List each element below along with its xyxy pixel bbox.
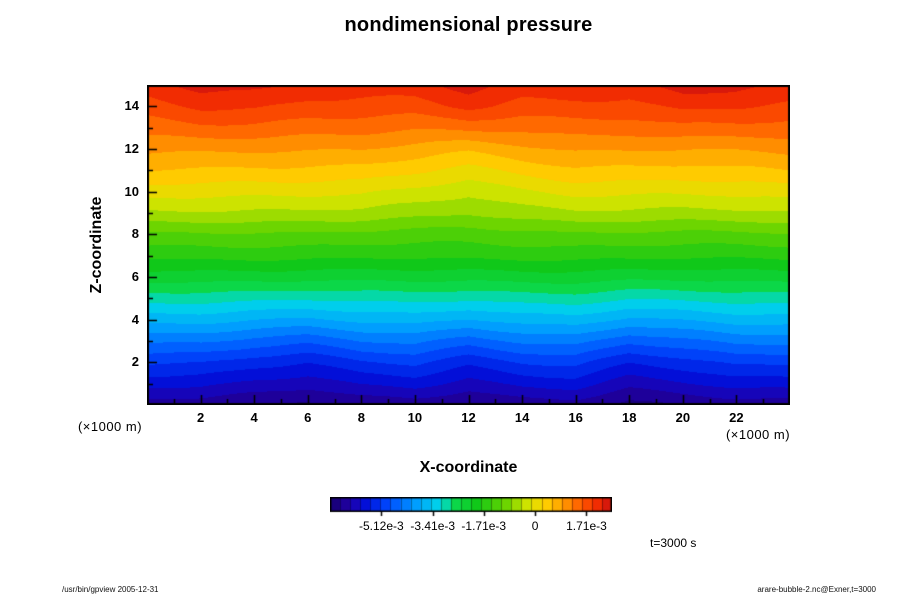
colorbar-tick-label: -5.12e-3 <box>358 519 404 533</box>
y-tick-label: 6 <box>131 269 139 284</box>
x-tick-label: 16 <box>568 410 583 425</box>
y-tick-label: 14 <box>124 98 139 114</box>
colorbar-tick-label: -1.71e-3 <box>461 519 507 533</box>
y-tick-label: 2 <box>131 354 139 370</box>
x-axis-label: X-coordinate <box>419 459 518 476</box>
colorbar-tick-label: -3.41e-3 <box>410 519 456 533</box>
x-tick-label: 20 <box>675 410 691 425</box>
x-tick-label: 12 <box>461 410 476 425</box>
plot-title: nondimensional pressure <box>344 14 593 36</box>
y-tick-label: 10 <box>124 183 139 199</box>
x-tick-label: 6 <box>304 410 312 425</box>
footer-source: arare-bubble-2.nc@Exner,t=3000 <box>757 585 876 594</box>
footer-command: /usr/bin/gpview 2005-12-31 <box>62 585 159 594</box>
y-tick-label: 12 <box>124 141 139 156</box>
colorbar-tick-label: 0 <box>531 519 539 533</box>
colorbar-tick-label: 1.71e-3 <box>566 519 607 533</box>
x-tick-label: 4 <box>250 410 258 425</box>
x-tick-label: 2 <box>196 410 205 425</box>
x-tick-label: 10 <box>407 410 423 425</box>
time-annotation: t=3000 s <box>650 536 697 550</box>
contour-plot-canvas <box>147 85 790 405</box>
x-tick-label: 22 <box>729 410 744 425</box>
axis-unit-left: (×1000 m) <box>77 419 143 434</box>
y-tick-label: 4 <box>131 311 139 327</box>
axis-unit-right: (×1000 m) <box>725 427 791 442</box>
x-tick-label: 8 <box>357 410 365 425</box>
x-tick-label: 18 <box>622 410 637 425</box>
y-tick-label: 8 <box>131 226 139 242</box>
colorbar-canvas <box>330 497 612 517</box>
x-tick-label: 14 <box>514 410 530 425</box>
